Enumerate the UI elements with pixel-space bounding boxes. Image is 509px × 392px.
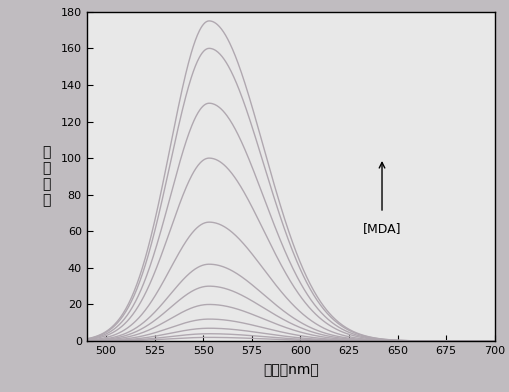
X-axis label: 波长（nm）: 波长（nm） xyxy=(262,363,318,377)
Text: [MDA]: [MDA] xyxy=(362,222,401,235)
Y-axis label: 药
光
强
度: 药 光 强 度 xyxy=(43,145,51,208)
